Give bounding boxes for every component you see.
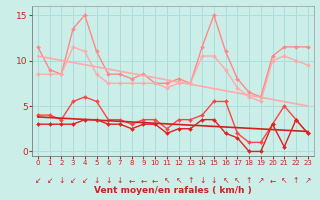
Text: ↙: ↙ — [46, 176, 53, 185]
Text: ↓: ↓ — [117, 176, 123, 185]
Text: ←: ← — [140, 176, 147, 185]
Text: ↖: ↖ — [234, 176, 241, 185]
Text: ↖: ↖ — [222, 176, 229, 185]
X-axis label: Vent moyen/en rafales ( km/h ): Vent moyen/en rafales ( km/h ) — [94, 186, 252, 195]
Text: ↑: ↑ — [187, 176, 194, 185]
Text: ←: ← — [129, 176, 135, 185]
Text: ↗: ↗ — [258, 176, 264, 185]
Text: ↖: ↖ — [175, 176, 182, 185]
Text: ↓: ↓ — [93, 176, 100, 185]
Text: ↗: ↗ — [305, 176, 311, 185]
Text: ↓: ↓ — [211, 176, 217, 185]
Text: ↑: ↑ — [293, 176, 299, 185]
Text: ↓: ↓ — [105, 176, 111, 185]
Text: ↓: ↓ — [58, 176, 65, 185]
Text: ←: ← — [269, 176, 276, 185]
Text: ↙: ↙ — [70, 176, 76, 185]
Text: ↖: ↖ — [164, 176, 170, 185]
Text: ↙: ↙ — [35, 176, 41, 185]
Text: ↖: ↖ — [281, 176, 287, 185]
Text: ↑: ↑ — [246, 176, 252, 185]
Text: ←: ← — [152, 176, 158, 185]
Text: ↓: ↓ — [199, 176, 205, 185]
Text: ↙: ↙ — [82, 176, 88, 185]
